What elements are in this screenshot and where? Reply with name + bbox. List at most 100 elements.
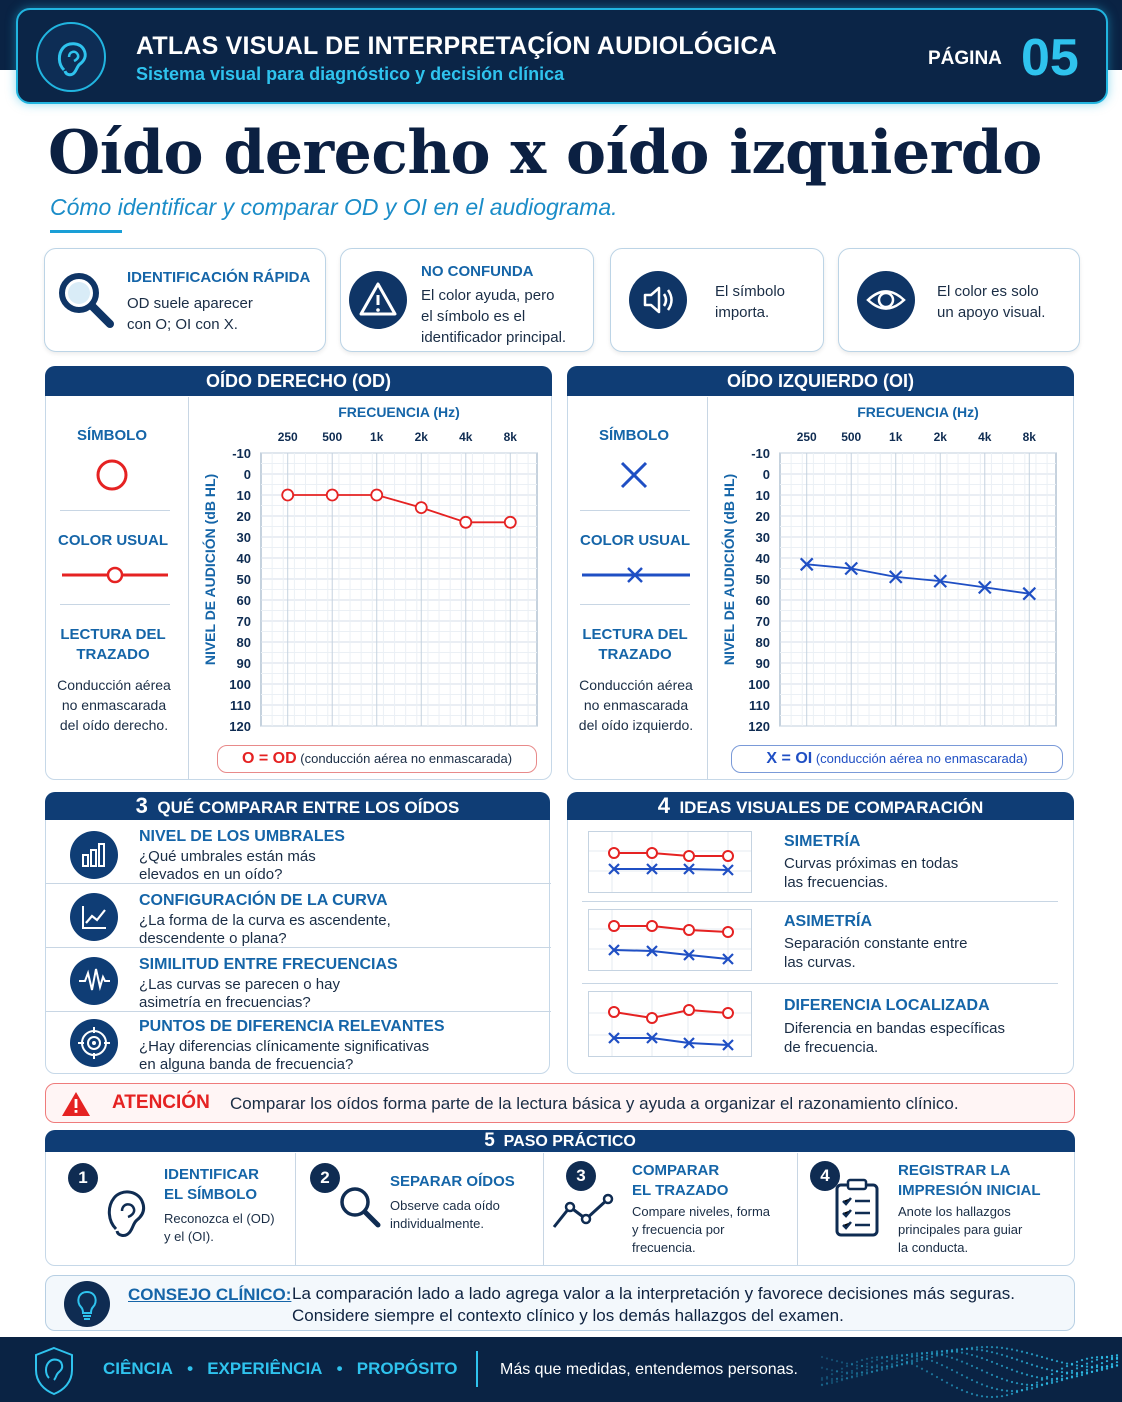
data-point-OD bbox=[325, 488, 339, 502]
wave-dot bbox=[865, 1365, 869, 1368]
wave-dot bbox=[855, 1367, 859, 1370]
wave-dot bbox=[840, 1374, 844, 1378]
row-title: PUNTOS DE DIFERENCIA RELEVANTES bbox=[139, 1018, 445, 1035]
wave-dot bbox=[995, 1362, 999, 1365]
wave-dot bbox=[830, 1379, 834, 1383]
wave-dot bbox=[970, 1348, 974, 1351]
compare-row: SIMILITUD ENTRE FRECUENCIAS ¿Las curvas … bbox=[46, 949, 551, 1012]
wave-dot bbox=[890, 1364, 894, 1368]
wave-dot bbox=[1000, 1364, 1004, 1367]
y-tick-label: 80 bbox=[756, 635, 770, 650]
footer-wave-decoration bbox=[820, 1345, 1119, 1399]
section-3-heading: 3 QUÉ COMPARAR ENTRE LOS OÍDOS bbox=[45, 792, 550, 820]
wave-dot bbox=[920, 1367, 924, 1370]
divider bbox=[60, 604, 170, 605]
wave-dot bbox=[920, 1356, 924, 1359]
wave-dot bbox=[930, 1359, 934, 1362]
wave-dot bbox=[960, 1351, 964, 1354]
wave-dot bbox=[925, 1354, 929, 1357]
wave-dot bbox=[955, 1371, 959, 1374]
wave-dot bbox=[895, 1354, 899, 1357]
wave-dot bbox=[875, 1358, 879, 1361]
wave-dot bbox=[890, 1358, 894, 1361]
wave-dot bbox=[855, 1364, 859, 1367]
oi-panel: OÍDO IZQUIERDO (OI) SÍMBOLO COLOR USUAL … bbox=[567, 366, 1074, 780]
wave-dot bbox=[965, 1376, 969, 1379]
wave-dot bbox=[870, 1370, 874, 1373]
wave-dot bbox=[1030, 1363, 1034, 1366]
wave-dot bbox=[1005, 1347, 1009, 1350]
y-tick-label: 10 bbox=[756, 488, 770, 503]
wave-dot bbox=[960, 1347, 964, 1351]
wave-dot bbox=[1115, 1357, 1119, 1360]
clinical-tip-text: La comparación lado a lado agrega valor … bbox=[292, 1284, 1015, 1325]
wave-dot bbox=[960, 1360, 964, 1363]
y-tick-label: 90 bbox=[237, 656, 251, 671]
wave-dot bbox=[1025, 1383, 1029, 1386]
wave-dot bbox=[845, 1362, 849, 1365]
page-subtitle: Cómo identificar y comparar OD y OI en e… bbox=[50, 194, 618, 220]
wave-dot bbox=[1065, 1377, 1069, 1380]
wave-dot bbox=[1115, 1354, 1119, 1357]
wave-dot bbox=[1105, 1359, 1109, 1363]
tip-title: NO CONFUNDA bbox=[421, 263, 534, 280]
wave-dot bbox=[955, 1358, 959, 1361]
wave-dot bbox=[1070, 1362, 1074, 1365]
idea-title: SIMETRÍA bbox=[784, 833, 861, 850]
wave-dot bbox=[820, 1366, 824, 1369]
wave-dot bbox=[910, 1362, 914, 1366]
wave-dot bbox=[835, 1370, 839, 1373]
y-tick-label: 120 bbox=[229, 719, 251, 734]
y-tick-label: 70 bbox=[756, 614, 770, 629]
wave-dot bbox=[855, 1371, 859, 1375]
wave-dot bbox=[945, 1381, 949, 1384]
wave-dot bbox=[1000, 1395, 1004, 1398]
red-line-sample-icon bbox=[62, 566, 168, 584]
wave-dot bbox=[925, 1357, 929, 1361]
wave-dot bbox=[885, 1365, 889, 1368]
wave-dot bbox=[980, 1383, 984, 1386]
data-point-OI bbox=[844, 561, 859, 576]
magnifier-icon bbox=[55, 269, 114, 328]
wave-dot bbox=[865, 1371, 869, 1374]
wave-dot bbox=[870, 1366, 874, 1369]
wave-dot bbox=[930, 1355, 934, 1359]
data-point-OD bbox=[281, 488, 295, 502]
page-label: PÁGINA bbox=[928, 48, 1002, 69]
ear-logo-icon bbox=[36, 22, 106, 92]
oi-panel-heading: OÍDO IZQUIERDO (OI) bbox=[567, 366, 1074, 396]
wave-dot bbox=[935, 1353, 939, 1356]
wave-dot bbox=[955, 1348, 959, 1351]
wave-dot bbox=[1080, 1364, 1084, 1368]
wave-dot bbox=[885, 1367, 889, 1370]
wave-dot bbox=[1100, 1367, 1104, 1370]
wave-dot bbox=[850, 1363, 854, 1366]
wave-dot bbox=[1040, 1366, 1044, 1369]
wave-dot bbox=[820, 1355, 824, 1359]
wave-dot bbox=[1010, 1348, 1014, 1351]
wave-dot bbox=[820, 1384, 824, 1387]
wave-dot bbox=[910, 1361, 914, 1364]
wave-dot bbox=[1050, 1372, 1054, 1376]
section-4-panel: 4 IDEAS VISUALES DE COMPARACIÓN SIMETRÍA… bbox=[567, 792, 1074, 1074]
symmetry-mini-chart bbox=[588, 831, 752, 893]
wave-dot bbox=[950, 1350, 954, 1353]
wave-dot bbox=[925, 1351, 929, 1354]
wave-dot bbox=[1020, 1382, 1024, 1386]
y-tick-label: 0 bbox=[763, 467, 770, 482]
clipboard-icon bbox=[835, 1178, 879, 1237]
wave-dot bbox=[1050, 1358, 1054, 1361]
wave-dot bbox=[1095, 1356, 1099, 1359]
wave-dot bbox=[1100, 1368, 1104, 1371]
step-3: 3 COMPARAR EL TRAZADO Compare niveles, fo… bbox=[544, 1153, 798, 1265]
clinical-tip-banner: CONSEJO CLÍNICO: La comparación lado a l… bbox=[45, 1275, 1075, 1331]
x-tick-label: 250 bbox=[797, 430, 817, 444]
wave-dot bbox=[915, 1355, 919, 1358]
wave-dot bbox=[880, 1362, 884, 1365]
wave-dot bbox=[980, 1369, 984, 1372]
wave-dot bbox=[1045, 1375, 1049, 1379]
y-tick-label: -10 bbox=[232, 446, 251, 461]
footer-values: CIÊNCIA • EXPERIÊNCIA • PROPÓSITO bbox=[103, 1359, 458, 1378]
circle-symbol-icon bbox=[96, 459, 128, 491]
wave-dot bbox=[940, 1363, 944, 1367]
